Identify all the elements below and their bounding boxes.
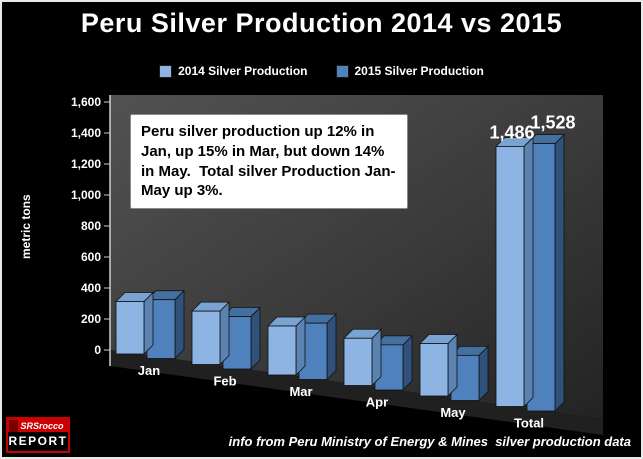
y-tick-label: 600	[81, 250, 101, 264]
legend-item-2014: 2014 Silver Production	[159, 64, 308, 78]
legend-label-2014: 2014 Silver Production	[178, 64, 308, 78]
page-title: Peru Silver Production 2014 vs 2015	[80, 8, 563, 38]
bar-feb-2015	[222, 306, 261, 370]
chart-floor	[110, 350, 603, 435]
y-axis-title: metric tons	[19, 194, 33, 260]
source-note: info from Peru Ministry of Energy & Mine…	[228, 434, 631, 449]
bar-may-2014	[419, 333, 458, 397]
y-tick-label: 1,400	[71, 126, 101, 140]
legend-marker-2015-icon	[335, 64, 349, 78]
y-tick-label: 1,000	[71, 188, 101, 202]
logo-eagle-icon	[9, 420, 18, 432]
category-label: Apr	[366, 395, 388, 410]
bar-mar-2014	[267, 316, 306, 376]
category-label: May	[440, 405, 466, 420]
y-axis-ticks: 1,600 1,400 1,200 1,000 800 600 400 200 0	[71, 95, 110, 357]
srsrocco-logo: SRSrocco REPORT	[6, 417, 70, 453]
bar-total-2014	[495, 136, 534, 408]
category-label: Mar	[289, 384, 312, 399]
bar-feb-2014	[191, 301, 230, 366]
legend: 2014 Silver Production 2015 Silver Produ…	[2, 64, 641, 78]
annotation-box: Peru silver production up 12% in Jan, up…	[130, 114, 408, 210]
y-tick-label: 1,600	[71, 95, 101, 109]
legend-marker-2014-icon	[159, 64, 173, 78]
bar-jan-2014	[115, 291, 154, 355]
bar-apr-2014	[343, 328, 382, 387]
category-label: Jan	[138, 363, 160, 378]
logo-text-top: SRSrocco	[8, 419, 68, 432]
bars-group	[115, 133, 565, 412]
category-label: Feb	[213, 374, 236, 389]
category-label: Total	[514, 416, 544, 431]
y-tick-label: 0	[94, 343, 101, 357]
bar-value-label-2015: 1,528	[530, 113, 575, 133]
y-tick-label: 400	[81, 281, 101, 295]
logo-text-bottom: REPORT	[8, 434, 68, 448]
y-tick-label: 1,200	[71, 157, 101, 171]
bar-value-label-2014: 1,486	[489, 122, 534, 142]
y-tick-label: 800	[81, 219, 101, 233]
legend-label-2015: 2015 Silver Production	[354, 64, 484, 78]
y-tick-label: 200	[81, 312, 101, 326]
legend-item-2015: 2015 Silver Production	[335, 64, 484, 78]
